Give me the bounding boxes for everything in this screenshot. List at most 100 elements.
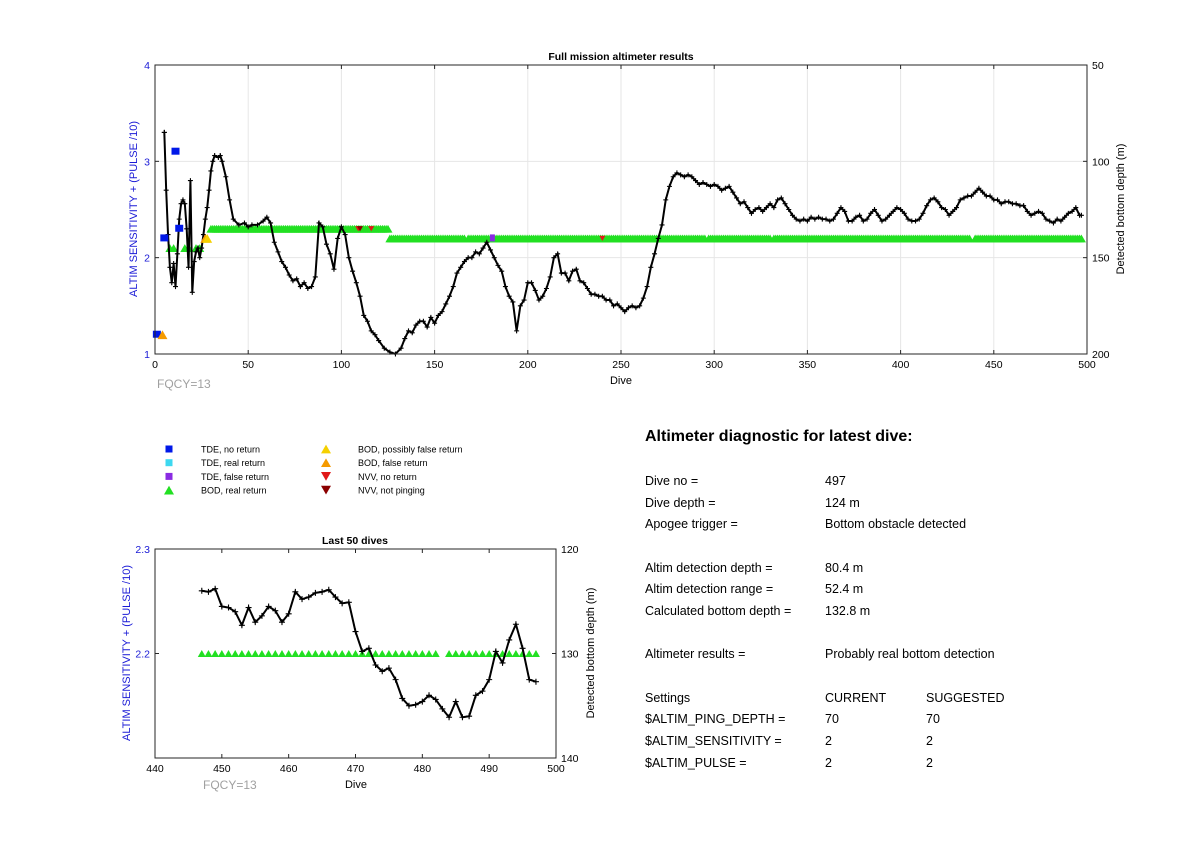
bottom-depth-point: [517, 303, 523, 309]
detection-range-value: 52.4 m: [825, 582, 864, 597]
bottom-depth-point: [860, 218, 866, 224]
tde-no-return-marker: [152, 330, 161, 338]
bottom-depth-point: [760, 208, 766, 214]
bottom-depth-point: [797, 218, 803, 224]
bod-real-return-marker: [511, 650, 520, 657]
bottom-depth-point: [447, 293, 453, 299]
bod-real-return-marker: [169, 244, 179, 252]
bottom-depth-point: [756, 205, 762, 211]
bottom-depth-point: [299, 596, 306, 603]
bottom-depth-point: [399, 695, 406, 702]
y-right-tick-label: 200: [1092, 349, 1110, 361]
bottom-depth-point: [402, 336, 408, 342]
main-fqcy-annotation: FQCY=13: [157, 377, 211, 391]
bod-real-return-marker: [404, 650, 413, 657]
bottom-depth-point: [472, 692, 479, 699]
bottom-depth-point: [767, 201, 773, 207]
y-right-tick-label: 130: [561, 649, 579, 661]
bottom-depth-point: [260, 218, 266, 224]
bod-real-return-marker: [251, 650, 260, 657]
bottom-depth-point: [838, 205, 844, 211]
bottom-depth-point: [458, 264, 464, 270]
bottom-depth-point: [685, 172, 691, 178]
diagnostic-panel: Altimeter diagnostic for latest dive: Di…: [645, 428, 1165, 774]
x-tick-label: 150: [426, 359, 444, 371]
bottom-depth-point: [834, 210, 840, 216]
x-tick-label: 450: [985, 359, 1003, 371]
bottom-depth-point: [950, 208, 956, 214]
bottom-depth-point: [804, 218, 810, 224]
bottom-depth-point: [1069, 208, 1075, 214]
last50-chart: 440 450 460 470 480 490 500 2.2 2.3 120 130 140 Las…: [121, 535, 597, 792]
legend-marker: [321, 485, 331, 495]
bottom-depth-point: [618, 305, 624, 311]
bod-real-return-marker: [384, 650, 393, 657]
bottom-depth-point: [737, 201, 743, 207]
bottom-depth-point: [176, 216, 182, 222]
bottom-depth-point: [204, 205, 210, 211]
bottom-depth-point: [543, 285, 549, 291]
bottom-depth-point: [693, 178, 699, 184]
apogee-label: Apogee trigger =: [645, 517, 738, 532]
bottom-depth-point: [514, 328, 520, 334]
bottom-depth-point: [566, 278, 572, 284]
bottom-depth-point: [325, 586, 332, 593]
bottom-depth-point: [372, 332, 378, 338]
results-row: Altimeter results = Probably real bottom…: [645, 644, 1165, 666]
dive-depth-row: Dive depth = 124 m: [645, 492, 1165, 514]
bottom-depth-point: [521, 297, 527, 303]
bottom-depth-point: [812, 216, 818, 222]
bottom-depth-point: [1013, 201, 1019, 207]
bottom-depth-point: [443, 301, 449, 307]
bottom-depth-point: [555, 251, 561, 257]
bottom-depth-point: [998, 201, 1004, 207]
bottom-depth-point: [323, 241, 329, 247]
bottom-depth-point: [268, 220, 274, 226]
dive-no-value: 497: [825, 473, 846, 488]
bottom-depth-point: [191, 259, 197, 265]
bod-real-return-marker: [231, 650, 240, 657]
bottom-depth-point: [629, 303, 635, 309]
bod-real-return-marker: [204, 650, 213, 657]
bottom-depth-point: [305, 285, 311, 291]
setting-current: 70: [825, 712, 839, 727]
bottom-depth-point: [258, 612, 265, 619]
bottom-depth-point: [551, 255, 557, 261]
bottom-depth-point: [519, 645, 526, 652]
bod-real-return-marker: [458, 650, 467, 657]
legend-label: BOD, false return: [358, 458, 428, 468]
bod-real-return-marker: [324, 650, 333, 657]
setting-row: $ALTIM_SENSITIVITY = 2 2: [645, 730, 1165, 752]
legend-label: TDE, real return: [201, 458, 265, 468]
bottom-depth-point: [611, 303, 617, 309]
bod-real-return-marker: [298, 650, 307, 657]
bod-real-return-marker: [344, 650, 353, 657]
bottom-depth-point: [359, 648, 366, 655]
legend-marker: [165, 472, 173, 480]
bottom-depth-point: [581, 280, 587, 286]
x-tick-label: 500: [547, 763, 565, 775]
bottom-depth-point: [206, 187, 212, 193]
bottom-depth-point: [532, 287, 538, 293]
bottom-depth-point: [752, 207, 758, 212]
bottom-depth-point: [961, 195, 967, 201]
bottom-depth-point: [868, 210, 874, 216]
bottom-depth-point: [536, 297, 542, 303]
bod-real-return-marker: [383, 224, 393, 233]
bottom-depth-point: [282, 264, 288, 270]
bod-real-return-marker: [338, 650, 347, 657]
calculated-depth-label: Calculated bottom depth =: [645, 603, 792, 618]
bottom-depth-point: [927, 197, 933, 203]
bod-real-return-marker: [431, 650, 440, 657]
bottom-depth-point: [469, 255, 475, 261]
bottom-depth-point: [644, 284, 650, 290]
bottom-depth-point: [476, 251, 482, 257]
bottom-depth-point: [748, 210, 754, 216]
bod-real-return-marker: [291, 650, 300, 657]
bod-real-return-marker: [211, 650, 220, 657]
bottom-depth-point: [218, 603, 225, 610]
bottom-depth-point: [935, 199, 941, 205]
bottom-depth-point: [1036, 208, 1042, 214]
bottom-depth-point: [495, 262, 501, 268]
